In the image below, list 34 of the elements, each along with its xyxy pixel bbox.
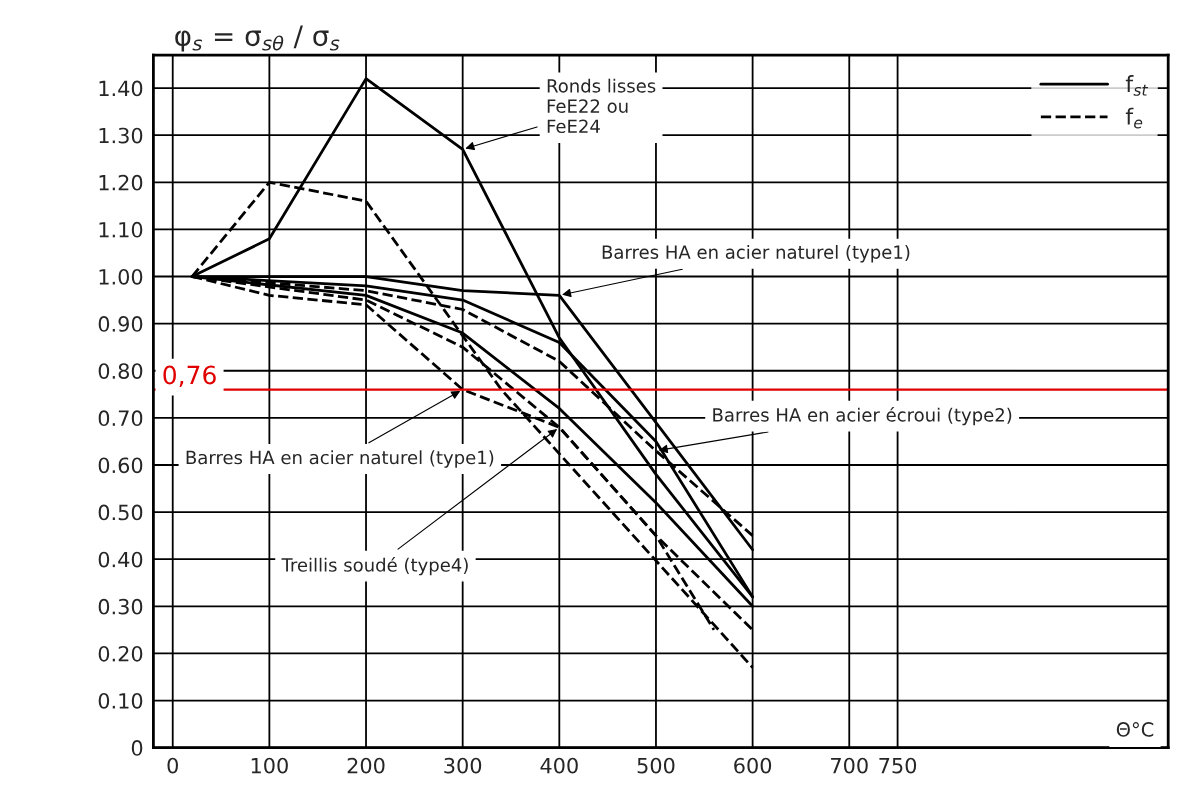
- x-tick-label: 200: [347, 757, 385, 774]
- legend-label: f$_{e}$: [1125, 107, 1143, 129]
- annotation: Barres HA en acier naturel (type1): [186, 450, 494, 468]
- y-tick-label: 0.50: [98, 504, 143, 521]
- y-tick-label: 1.10: [99, 221, 143, 238]
- annotation: Ronds lisses FeE22 ou FeE24: [547, 78, 656, 134]
- annotation: Treillis soudé (type4): [281, 557, 468, 576]
- y-axis-title: φ$_{s}$ = σ$_{sθ}$ / σ$_{s}$: [175, 25, 340, 52]
- y-tick-label: 0.40: [98, 551, 143, 568]
- y-tick-label: 1.00: [99, 268, 143, 285]
- y-tick-label: 0.80: [98, 363, 143, 379]
- y-tick-label: 1.20: [99, 174, 143, 191]
- y-tick-label: 0.70: [98, 410, 143, 427]
- x-tick-label: 400: [540, 757, 578, 774]
- y-tick-label: 0.20: [98, 645, 143, 662]
- x-tick-label: 0: [167, 757, 178, 774]
- x-tick-label: 300: [444, 757, 482, 774]
- annotation: Barres HA en acier naturel (type1): [602, 244, 910, 263]
- y-tick-label: 0.90: [98, 316, 143, 332]
- y-tick-label: 0: [131, 740, 143, 756]
- x-tick-label: 700: [831, 757, 868, 774]
- ref-line-label: 0,76: [163, 365, 216, 387]
- legend-label: f$_{st}$: [1125, 75, 1149, 96]
- y-tick-label: 0.60: [98, 457, 143, 474]
- x-tick-label: 750: [879, 757, 917, 774]
- x-tick-label: 100: [251, 757, 288, 774]
- y-tick-label: 0.30: [98, 598, 143, 615]
- annotation: Barres HA en acier écroui (type2): [713, 407, 1012, 426]
- y-tick-label: 0.10: [98, 692, 143, 709]
- y-tick-label: 1.40: [99, 80, 143, 97]
- x-axis-title: Θ°C: [1116, 722, 1154, 737]
- x-tick-label: 500: [637, 757, 675, 774]
- y-tick-label: 1.30: [99, 127, 143, 144]
- x-tick-label: 600: [734, 757, 772, 774]
